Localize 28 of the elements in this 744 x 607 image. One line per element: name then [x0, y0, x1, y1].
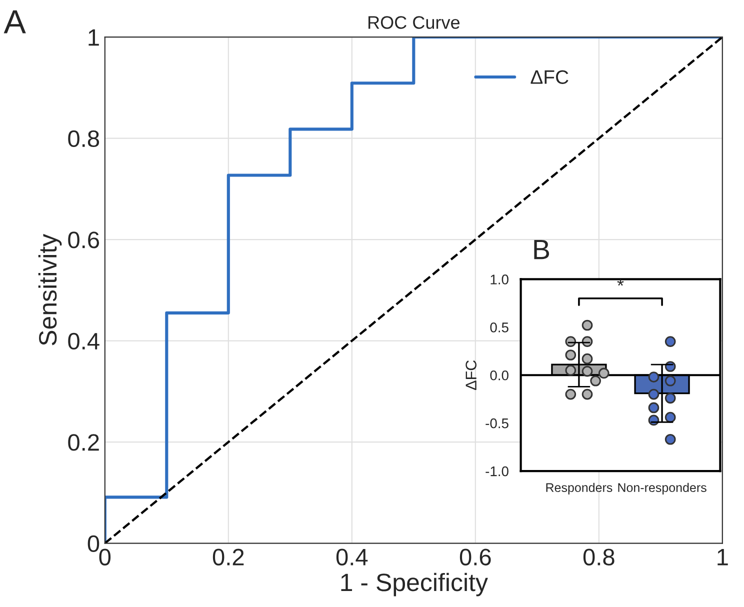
x-axis-title: 1 - Specificity: [341, 572, 488, 596]
text: A: [4, 10, 26, 34]
y-tick-label: 0.8: [68, 130, 100, 148]
y-tick-label: -0.5: [486, 418, 508, 428]
y-tick-label: 0.5: [490, 322, 508, 332]
annotation: B: [534, 240, 550, 260]
line-series: [104, 37, 722, 544]
y-tick-label: 1.0: [490, 274, 508, 284]
y-tick-label: 1: [88, 29, 99, 46]
x-tick-label: 0.6: [460, 548, 491, 566]
chart-title: ROC Curve: [368, 16, 460, 29]
x-tick-label: 0: [99, 548, 111, 566]
x-tick-label: Non-responders: [618, 482, 706, 494]
x-tick-label: Responders: [546, 482, 612, 494]
x-tick-label: 0.4: [336, 548, 368, 566]
y-axis-title: ΔFC: [466, 360, 476, 390]
x-tick-label: 1: [718, 548, 728, 566]
y-tick-label: -1.0: [486, 466, 508, 476]
y-tick-label: 0.4: [68, 332, 100, 350]
y-tick-label: 0.0: [490, 370, 508, 380]
y-tick-label: 0.2: [68, 434, 99, 451]
y-tick-label: 0: [88, 535, 100, 552]
annotation: *: [617, 279, 624, 286]
legend-label: ΔFC: [530, 70, 568, 84]
x-tick-label: 0.2: [212, 548, 244, 566]
y-tick-label: 0.6: [68, 232, 100, 248]
x-tick-label: 0.8: [583, 548, 614, 566]
y-axis-title: Sensitivity: [38, 234, 62, 346]
